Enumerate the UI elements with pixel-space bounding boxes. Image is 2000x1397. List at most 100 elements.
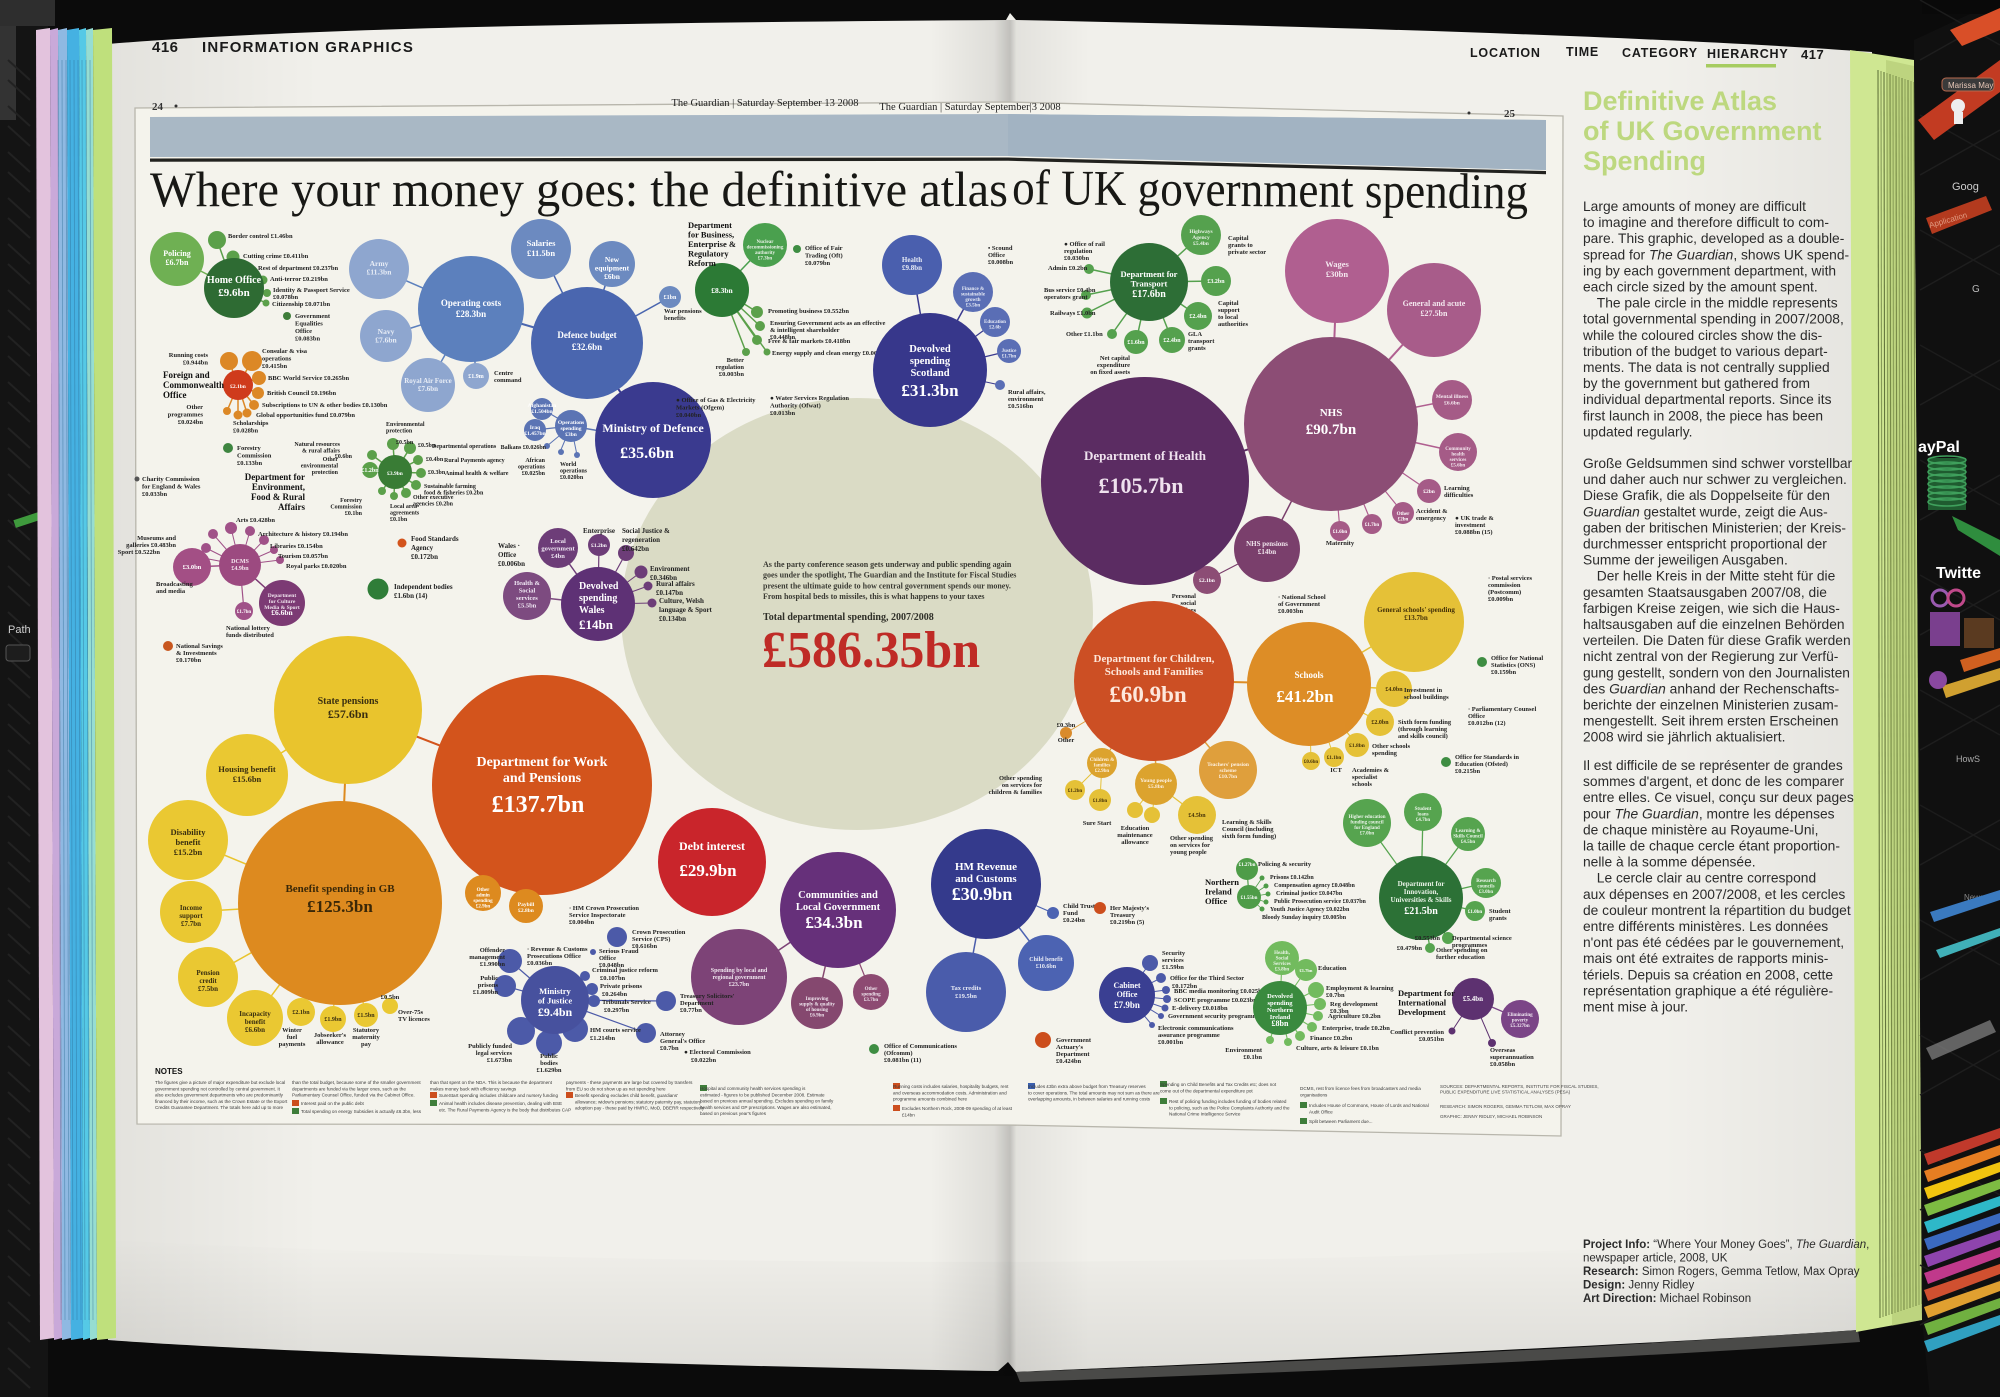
- svg-text:£2.0bn: £2.0bn: [1371, 720, 1389, 726]
- svg-text:£1.8bn: £1.8bn: [1093, 799, 1108, 804]
- svg-text:£9.4bn: £9.4bn: [538, 1005, 573, 1019]
- svg-text:Social Justice &regeneration£0: Social Justice & regeneration £0.642bn: [622, 527, 670, 553]
- svg-text:CATEGORY: CATEGORY: [1622, 46, 1698, 60]
- svg-text:£21.5bn: £21.5bn: [1404, 906, 1438, 917]
- svg-text:Interest paid on the public de: Interest paid on the public debt: [301, 1101, 365, 1106]
- svg-text:Running costs includes salarie: Running costs includes salaries, hospita…: [893, 1084, 1009, 1089]
- svg-text:£0.022bn: £0.022bn: [691, 1057, 716, 1064]
- svg-text:Running costs£0.944bn: Running costs £0.944bn: [169, 352, 209, 367]
- svg-text:SCOPE programme £0.023bn: SCOPE programme £0.023bn: [1174, 997, 1257, 1004]
- svg-text:£2.1bn: £2.1bn: [230, 384, 246, 390]
- svg-text:Independent bodies£1.6bn (14): Independent bodies £1.6bn (14): [394, 583, 453, 600]
- svg-text:£57.6bn: £57.6bn: [328, 707, 369, 721]
- svg-text:National Crime Intelligence Se: National Crime Intelligence Service: [1169, 1112, 1241, 1117]
- svg-text:£1.9m: £1.9m: [468, 374, 484, 380]
- svg-text:£9.6bn: £9.6bn: [218, 287, 250, 299]
- svg-text:The Guardian | Saturday Septem: The Guardian | Saturday September 13 200…: [672, 98, 859, 109]
- svg-text:£90.7bn: £90.7bn: [1306, 422, 1357, 438]
- svg-text:Private prisons: Private prisons: [600, 983, 643, 990]
- svg-text:Free & fair markets £0.418bn: Free & fair markets £0.418bn: [768, 338, 851, 345]
- svg-text:£14bn: £14bn: [579, 617, 614, 632]
- svg-text:Energy supply and clean energy: Energy supply and clean energy £0.068bn: [772, 350, 888, 357]
- svg-text:Departmental operations: Departmental operations: [432, 444, 497, 450]
- svg-text:General and acute£27.5bn: General and acute £27.5bn: [1403, 299, 1466, 318]
- svg-text:Prisons £0.142bn: Prisons £0.142bn: [1270, 875, 1314, 881]
- svg-text:Sixth form funding(through lea: Sixth form funding (through learning and s…: [1398, 719, 1452, 740]
- svg-text:Young people£5.8bn: Young people £5.8bn: [1140, 778, 1172, 790]
- svg-text:£60.9bn: £60.9bn: [1109, 682, 1187, 707]
- svg-text:Finance £0.2bn: Finance £0.2bn: [1310, 1035, 1353, 1042]
- svg-text:Excludes Northern Rock, 2008-0: Excludes Northern Rock, 2008-09 spending…: [902, 1106, 1013, 1111]
- svg-text:£7.9bn: £7.9bn: [1114, 1000, 1140, 1010]
- svg-text:and overseas accommodation cos: and overseas accommodation costs. Admini…: [893, 1090, 1007, 1095]
- svg-text:National Savings& Investments£: National Savings & Investments £0.170bn: [176, 643, 223, 664]
- svg-text:Royal parks £0.020bn: Royal parks £0.020bn: [286, 563, 347, 570]
- svg-text:£137.7bn: £137.7bn: [492, 792, 585, 818]
- svg-text:health services and GP prescri: health services and GP prescriptions. Wa…: [700, 1105, 832, 1110]
- svg-text:Culture, arts & leisure £0.1bn: Culture, arts & leisure £0.1bn: [1296, 1045, 1379, 1052]
- svg-text:General schools' spending£13.7: General schools' spending £13.7bn: [1377, 606, 1455, 622]
- svg-text:£586.35bn: £586.35bn: [762, 622, 980, 679]
- svg-text:NHS: NHS: [1320, 407, 1343, 419]
- svg-text:Natural resources& rural affai: Natural resources & rural affairs: [294, 442, 340, 455]
- svg-text:Education£2.6b: Education £2.6b: [984, 320, 1006, 331]
- svg-text:Mental illness£6.6bn: Mental illness £6.6bn: [1436, 394, 1469, 407]
- svg-text:DCMS£4.9bn: DCMS £4.9bn: [231, 559, 249, 572]
- svg-text:Il est difficile de se représe: Il est difficile de se représenter de gr…: [1583, 758, 1854, 1015]
- svg-text:Scholarships£0.028bn: Scholarships £0.028bn: [233, 420, 269, 435]
- svg-text:Children &families£2.9bn: Children & families £2.9bn: [1090, 758, 1115, 774]
- svg-text:G: G: [1972, 284, 1980, 295]
- svg-text:Rural Payments agency: Rural Payments agency: [444, 458, 505, 464]
- svg-text:25: 25: [1504, 108, 1516, 120]
- svg-text:Office of Communications(Ofcom: Office of Communications (Ofcomm) £0.081bn…: [884, 1043, 957, 1064]
- svg-text:£1.8bn: £1.8bn: [1349, 743, 1365, 749]
- svg-text:£0.297bn: £0.297bn: [604, 1007, 629, 1014]
- svg-text:Policing & security: Policing & security: [1258, 861, 1312, 868]
- svg-text:£17.6bn: £17.6bn: [1132, 289, 1166, 300]
- svg-text:programmes: programmes: [1452, 942, 1488, 949]
- svg-text:HM courts service: HM courts service: [590, 1027, 641, 1034]
- svg-text:TIME: TIME: [1566, 45, 1599, 59]
- svg-text:also excludes government depar: also excludes government departments who…: [155, 1093, 284, 1098]
- svg-text:Audit Office: Audit Office: [1309, 1109, 1333, 1114]
- svg-text:Paybill£2.8bn: Paybill £2.8bn: [518, 902, 535, 914]
- svg-text:Balkans £0.026bn: Balkans £0.026bn: [501, 445, 547, 451]
- svg-text:£5.4bn: £5.4bn: [1463, 995, 1483, 1003]
- svg-text:£8bn: £8bn: [1272, 1019, 1289, 1028]
- svg-text:Anti-terror £0.219bn: Anti-terror £0.219bn: [270, 276, 328, 283]
- svg-text:£1.27bn: £1.27bn: [1239, 863, 1256, 868]
- svg-text:£41.2bn: £41.2bn: [1276, 687, 1334, 706]
- svg-text:Salaries£11.5bn: Salaries £11.5bn: [527, 238, 556, 258]
- svg-text:based on previous year's figur: based on previous year's figures: [700, 1111, 767, 1116]
